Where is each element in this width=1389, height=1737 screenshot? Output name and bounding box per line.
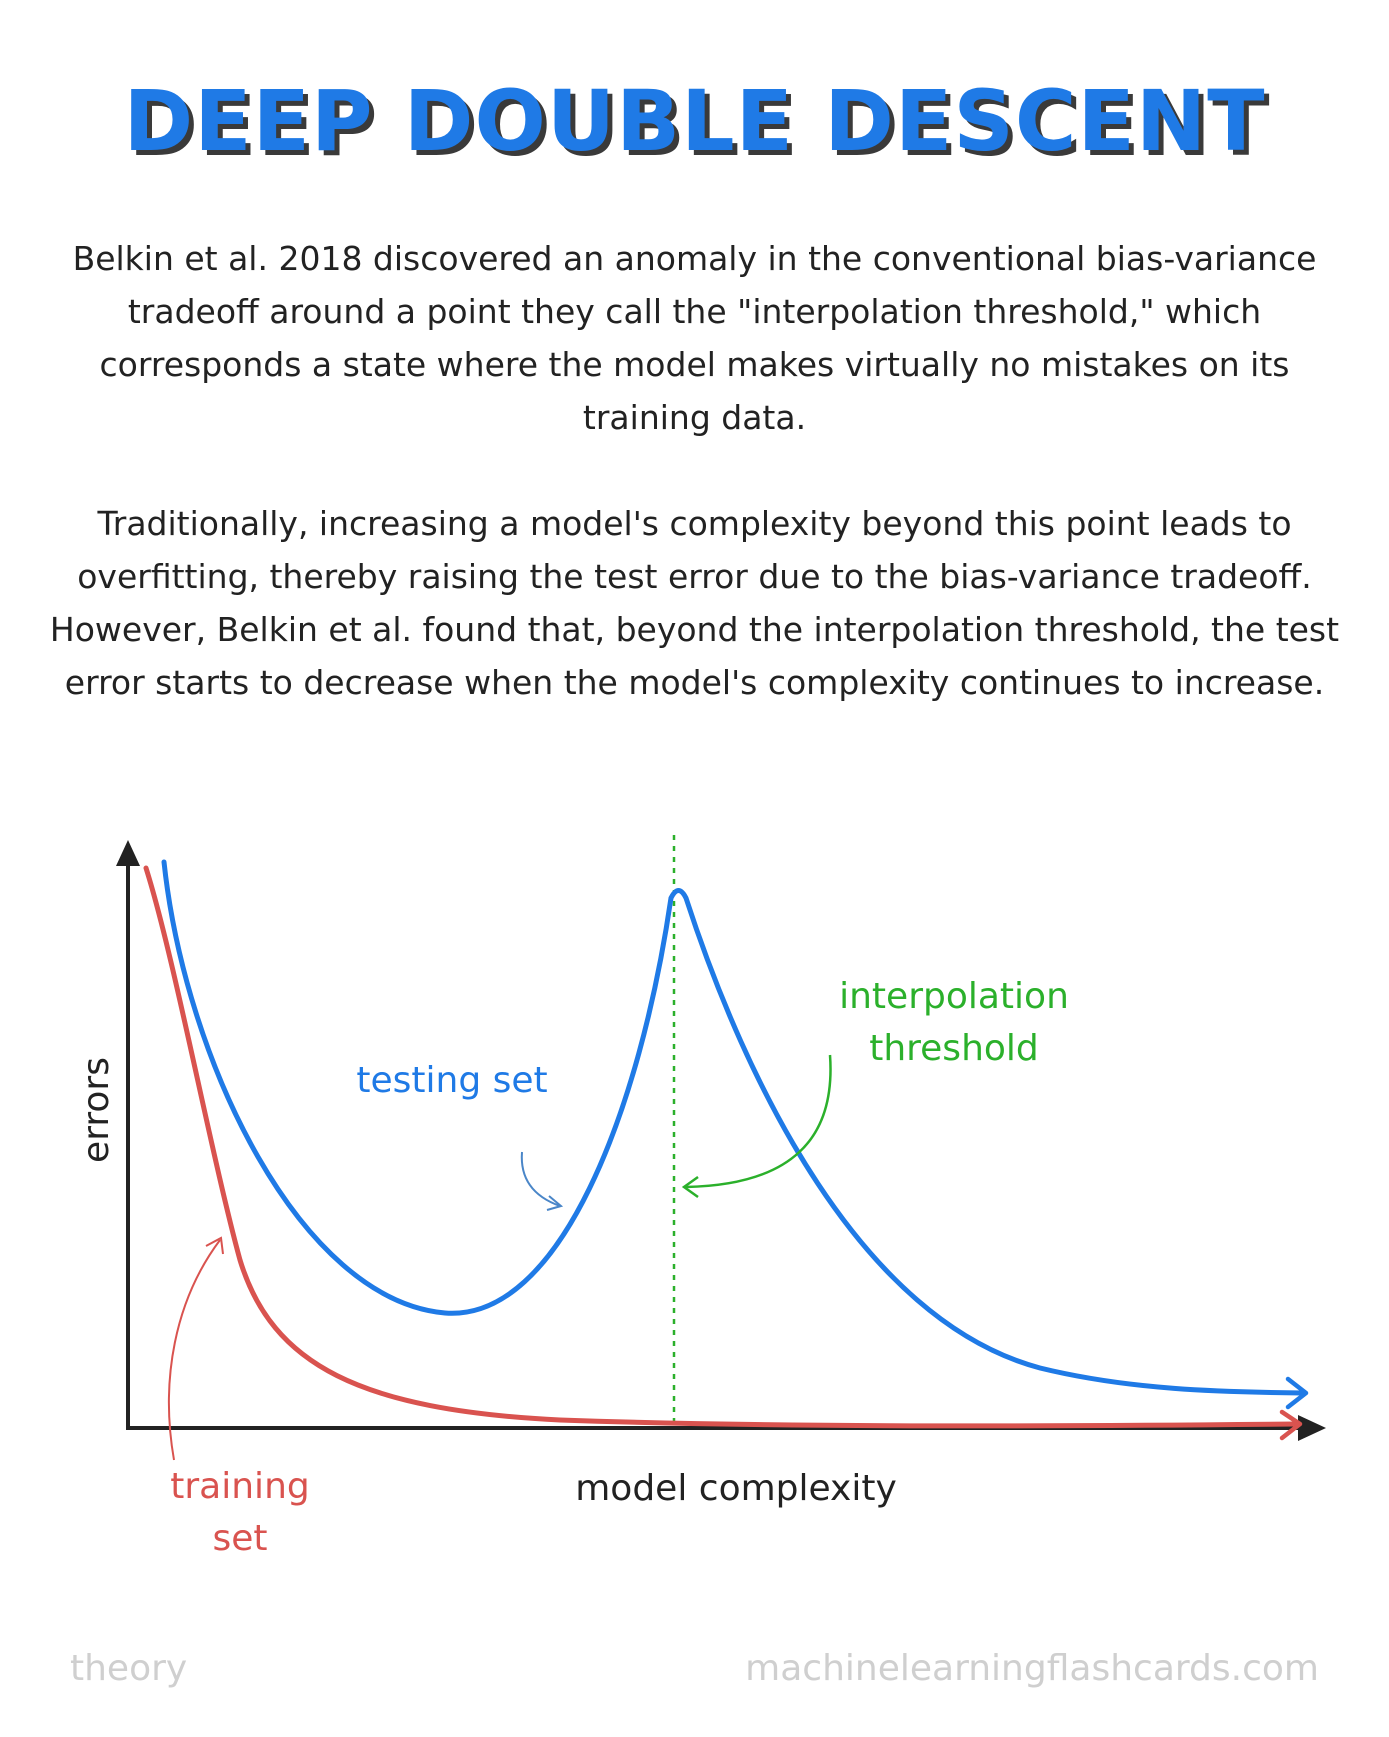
- explanation-paragraph: Traditionally, increasing a model's comp…: [49, 504, 1340, 702]
- testing-pointer-arrowhead: [546, 1195, 564, 1211]
- footer-category: theory: [70, 1648, 188, 1689]
- axes: [116, 840, 1326, 1441]
- training-set-label-line1: training: [170, 1466, 309, 1507]
- training-set-curve: [143, 865, 1299, 1429]
- training-set-label-line2: set: [212, 1518, 267, 1559]
- footer-site: machinelearningflashcards.com: [745, 1648, 1319, 1689]
- x-axis-label: model complexity: [575, 1468, 897, 1509]
- x-axis-arrowhead: [1298, 1415, 1326, 1441]
- training-arrowhead: [1279, 1409, 1303, 1441]
- threshold-pointer-arrowhead: [681, 1175, 699, 1199]
- threshold-label-line1: interpolation: [839, 976, 1069, 1017]
- testing-arrowhead: [1285, 1376, 1309, 1410]
- testing-set-curve: [161, 859, 1306, 1396]
- y-axis-arrowhead: [116, 840, 140, 866]
- testing-pointer-arrow: [520, 1151, 561, 1207]
- y-axis-label: errors: [76, 1057, 117, 1163]
- testing-set-label: testing set: [356, 1060, 547, 1101]
- intro-paragraph: Belkin et al. 2018 discovered an anomaly…: [72, 239, 1317, 437]
- threshold-label-line2: threshold: [869, 1028, 1039, 1069]
- threshold-pointer-arrow: [685, 1054, 832, 1189]
- training-pointer-arrowhead: [205, 1236, 224, 1255]
- page-title: DEEP DOUBLE DESCENT: [123, 72, 1266, 170]
- training-pointer-arrow: [167, 1239, 221, 1461]
